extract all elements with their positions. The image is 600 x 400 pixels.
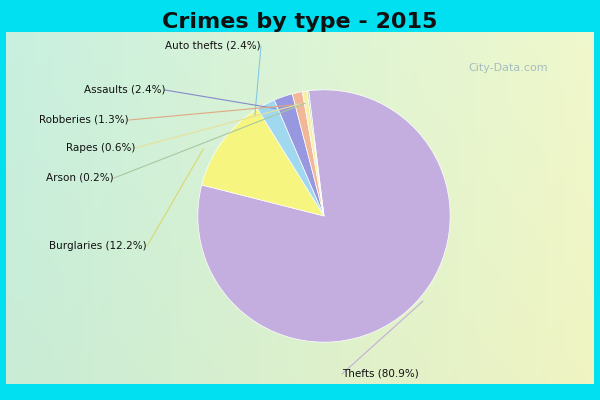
Text: City-Data.com: City-Data.com: [468, 63, 548, 73]
Wedge shape: [257, 100, 324, 216]
Wedge shape: [292, 92, 324, 216]
Wedge shape: [274, 94, 324, 216]
Text: Burglaries (12.2%): Burglaries (12.2%): [49, 241, 147, 251]
Text: Assaults (2.4%): Assaults (2.4%): [83, 85, 165, 95]
Text: Thefts (80.9%): Thefts (80.9%): [342, 369, 419, 379]
Text: Crimes by type - 2015: Crimes by type - 2015: [163, 12, 437, 32]
Text: Robberies (1.3%): Robberies (1.3%): [40, 115, 129, 125]
Text: Arson (0.2%): Arson (0.2%): [46, 173, 114, 183]
Wedge shape: [302, 91, 324, 216]
Text: Auto thefts (2.4%): Auto thefts (2.4%): [166, 41, 261, 51]
Text: Rapes (0.6%): Rapes (0.6%): [65, 143, 135, 153]
Wedge shape: [198, 90, 450, 342]
Wedge shape: [307, 91, 324, 216]
Wedge shape: [202, 109, 324, 216]
